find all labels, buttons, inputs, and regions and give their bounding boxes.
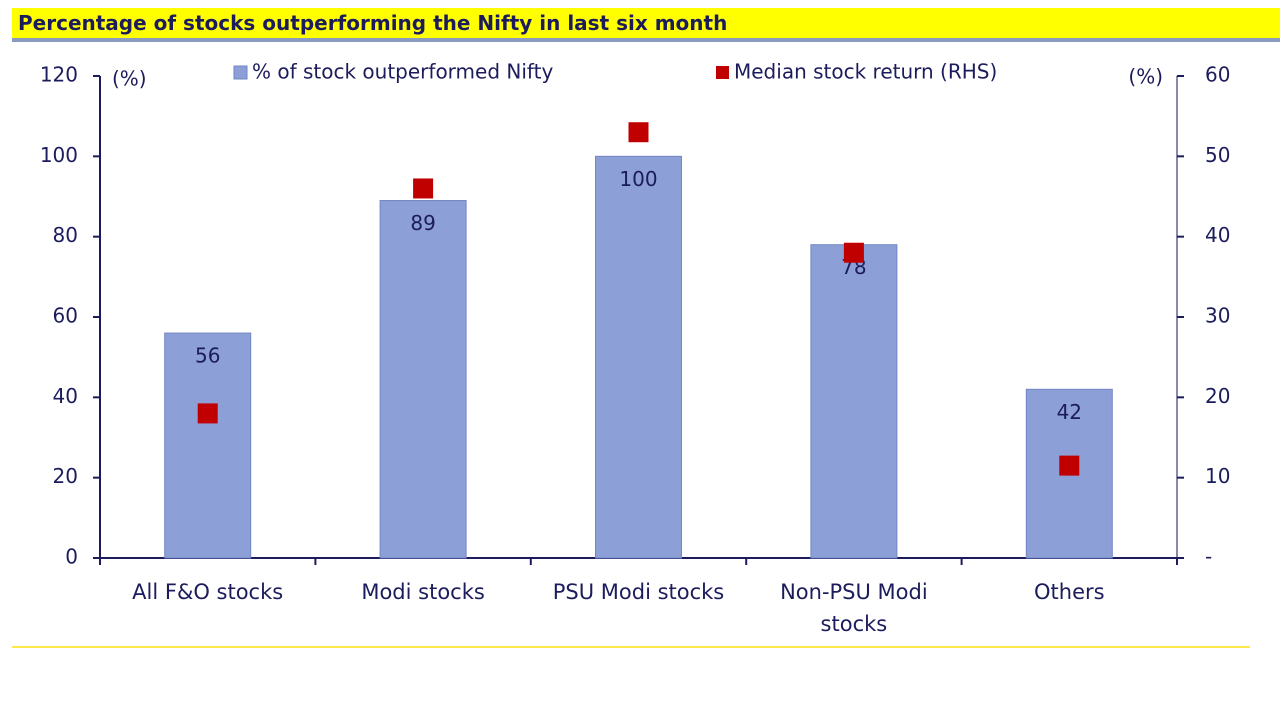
marker — [1059, 455, 1080, 476]
y-tick-label: 40 — [53, 384, 78, 408]
y-axis-label: (%) — [112, 67, 147, 91]
chart-title: Percentage of stocks outperforming the N… — [18, 11, 728, 35]
marker — [628, 122, 649, 143]
x-tick-label: PSU Modi stocks — [552, 580, 725, 604]
bar — [810, 244, 898, 559]
x-tick-label: Non-PSU Modi stocks — [780, 580, 928, 636]
marker — [843, 242, 864, 263]
legend-swatch — [716, 66, 729, 79]
y-tick-label: 20 — [53, 464, 78, 488]
x-tick-label: Others — [1034, 580, 1105, 604]
y2-tick-label: 10 — [1205, 464, 1230, 488]
data-label: 56 — [195, 344, 220, 368]
marker — [413, 178, 434, 199]
legend-label: % of stock outperformed Nifty — [252, 60, 553, 84]
legend-swatch — [233, 65, 248, 80]
x-tick-label: Modi stocks — [361, 580, 485, 604]
data-label: 89 — [410, 211, 435, 235]
y2-axis-label: (%) — [1128, 65, 1163, 89]
marker — [197, 403, 218, 424]
y2-tick-label: 40 — [1205, 223, 1230, 247]
data-label: 100 — [619, 167, 657, 191]
legend-label: Median stock return (RHS) — [734, 60, 997, 84]
y2-tick-label: - — [1205, 545, 1212, 569]
bar — [379, 200, 467, 559]
y2-tick-label: 60 — [1205, 63, 1230, 87]
title-bar: Percentage of stocks outperforming the N… — [12, 8, 1280, 42]
y2-tick-label: 20 — [1205, 384, 1230, 408]
y2-tick-label: 50 — [1205, 143, 1230, 167]
y-tick-label: 100 — [40, 143, 78, 167]
y-tick-label: 60 — [53, 304, 78, 328]
bar — [595, 155, 682, 559]
footer-line — [12, 646, 1250, 648]
y-tick-label: 0 — [65, 545, 78, 569]
y-tick-label: 120 — [40, 63, 78, 87]
y-tick-label: 80 — [53, 223, 78, 247]
data-label: 42 — [1057, 400, 1082, 424]
x-tick-label: All F&O stocks — [132, 580, 284, 604]
y2-tick-label: 30 — [1205, 304, 1230, 328]
bar — [164, 332, 252, 559]
